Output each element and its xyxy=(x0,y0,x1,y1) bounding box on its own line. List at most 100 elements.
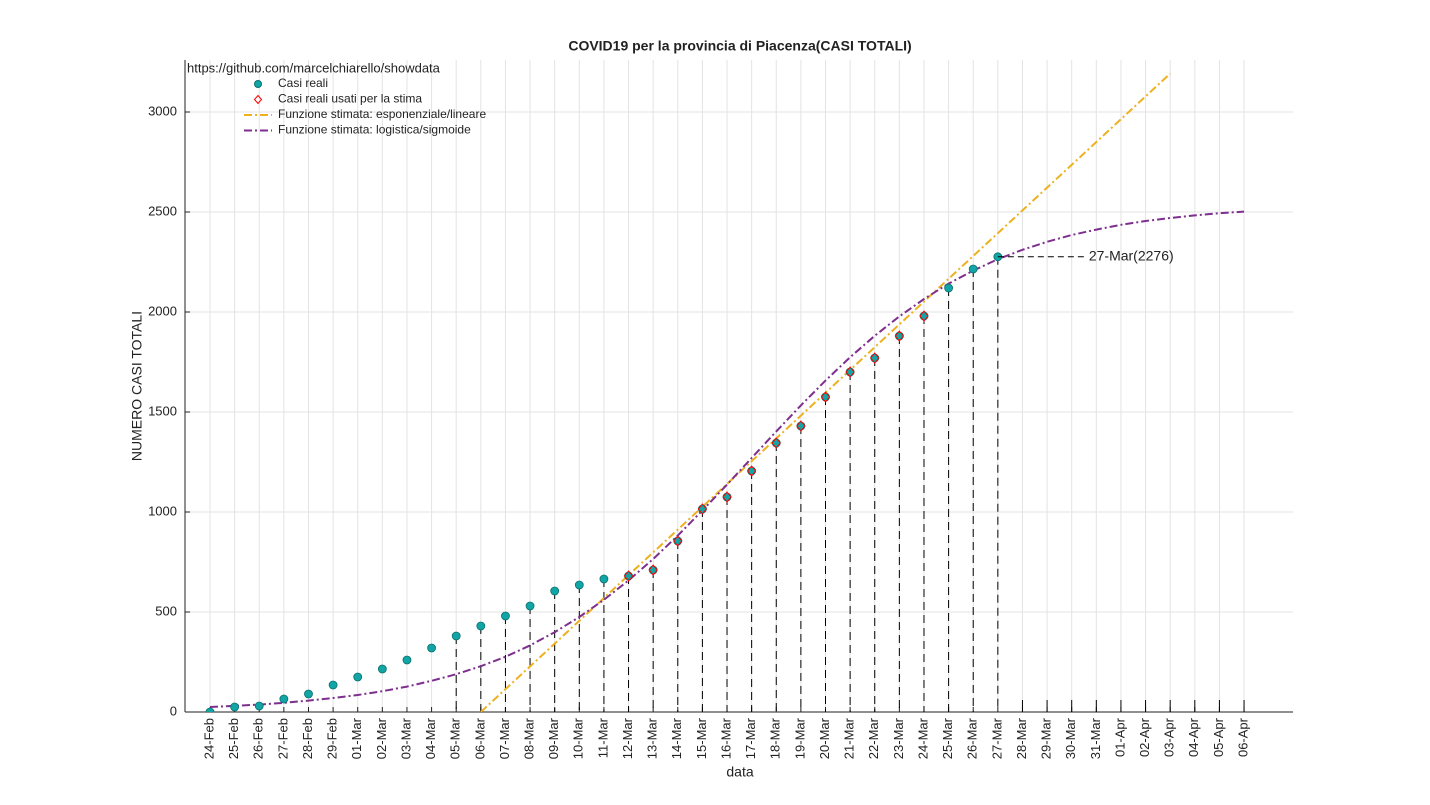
y-tick-label: 1500 xyxy=(148,403,177,418)
point xyxy=(722,492,732,502)
point xyxy=(402,655,412,665)
x-tick-label: 25-Mar xyxy=(940,717,955,759)
point xyxy=(698,504,707,514)
y-tick-label: 1000 xyxy=(148,503,177,518)
x-tick-label: 14-Mar xyxy=(669,717,684,759)
x-tick-label: 13-Mar xyxy=(645,717,660,759)
x-tick-label: 22-Mar xyxy=(866,717,881,759)
point xyxy=(304,689,313,699)
x-tick-label: 19-Mar xyxy=(792,717,807,759)
x-tick-label: 04-Mar xyxy=(423,717,438,759)
x-tick-label: 26-Mar xyxy=(965,717,980,759)
x-tick-label: 30-Mar xyxy=(1063,717,1078,759)
x-tick-label: 05-Mar xyxy=(448,717,463,759)
point xyxy=(747,466,757,476)
chart-title: COVID19 per la provincia di Piacenza(CAS… xyxy=(568,38,911,54)
point xyxy=(796,420,806,432)
legend-label: Funzione stimata: logistica/sigmoide xyxy=(278,123,471,137)
x-tick-label: 10-Mar xyxy=(571,717,586,759)
x-tick-label: 17-Mar xyxy=(743,717,758,759)
point xyxy=(599,574,609,584)
point xyxy=(673,535,683,547)
x-tick-label: 29-Mar xyxy=(1039,717,1054,759)
point xyxy=(894,331,904,341)
x-tick-label: 20-Mar xyxy=(817,717,832,759)
point xyxy=(254,701,264,711)
point xyxy=(427,643,436,653)
x-tick-label: 07-Mar xyxy=(497,717,512,759)
x-tick-label: 04-Apr xyxy=(1186,717,1201,757)
point xyxy=(353,672,363,682)
point xyxy=(230,702,240,712)
point xyxy=(919,310,929,322)
point xyxy=(919,311,929,321)
annotation: 27-Mar(2276) xyxy=(1089,248,1174,264)
point xyxy=(894,330,905,342)
x-tick-label: 24-Mar xyxy=(915,717,930,759)
x-tick-label: 15-Mar xyxy=(694,717,709,759)
x-tick-label: 27-Feb xyxy=(275,718,290,759)
point xyxy=(968,264,978,274)
point xyxy=(821,392,830,402)
x-tick-label: 06-Mar xyxy=(472,717,487,759)
point xyxy=(870,352,880,364)
source: https://github.com/marcelchiarello/showd… xyxy=(187,60,441,75)
x-tick-label: 16-Mar xyxy=(718,717,733,759)
x-tick-label: 11-Mar xyxy=(595,717,610,758)
x-tick-label: 06-Apr xyxy=(1235,717,1250,757)
point xyxy=(771,438,781,448)
legend-label: Casi reali xyxy=(278,76,328,90)
plot-area xyxy=(205,72,1245,712)
y-tick-label: 0 xyxy=(170,703,177,718)
legend-label: Funzione stimata: esponenziale/lineare xyxy=(278,107,486,121)
x-tick-label: 08-Mar xyxy=(521,717,536,759)
point xyxy=(845,367,855,377)
x-tick-label: 31-Mar xyxy=(1088,717,1103,759)
point xyxy=(648,564,658,576)
x-tick-label: 24-Feb xyxy=(201,718,216,759)
x-tick-label: 09-Mar xyxy=(546,717,561,759)
point xyxy=(328,680,338,690)
y-axis-label: NUMERO CASI TOTALI xyxy=(129,311,145,461)
x-tick-label: 02-Apr xyxy=(1137,717,1152,757)
point xyxy=(722,491,732,503)
x-tick-label: 03-Mar xyxy=(398,717,413,759)
point xyxy=(697,503,708,515)
legend-label: Casi reali usati per la stima xyxy=(278,92,422,106)
point xyxy=(870,353,880,363)
y-tick-label: 2000 xyxy=(148,303,177,318)
point xyxy=(525,601,535,611)
x-tick-label: 23-Mar xyxy=(891,717,906,759)
point xyxy=(205,707,215,712)
x-tick-label: 02-Mar xyxy=(374,717,389,759)
x-tick-label: 18-Mar xyxy=(768,717,783,759)
point xyxy=(624,571,633,581)
x-tick-label: 03-Apr xyxy=(1162,717,1177,757)
x-tick-label: 05-Apr xyxy=(1211,717,1226,757)
y-tick-label: 500 xyxy=(155,603,177,618)
y-tick-label: 2500 xyxy=(148,203,177,218)
point xyxy=(673,536,683,546)
x-tick-label: 12-Mar xyxy=(620,717,635,759)
x-tick-label: 28-Feb xyxy=(300,718,315,759)
point xyxy=(550,586,560,596)
x-tick-label: 01-Mar xyxy=(349,717,364,759)
y-tick-label: 3000 xyxy=(148,103,177,118)
legend-swatch xyxy=(254,80,262,88)
x-tick-label: 28-Mar xyxy=(1014,717,1029,759)
x-tick-label: 25-Feb xyxy=(226,718,241,759)
point xyxy=(746,465,757,477)
point xyxy=(648,565,658,575)
x-tick-label: 21-Mar xyxy=(842,717,857,759)
x-axis-label: data xyxy=(726,764,753,780)
point xyxy=(820,391,831,403)
x-tick-label: 26-Feb xyxy=(251,718,266,759)
point xyxy=(845,366,855,378)
x-tick-label: 29-Feb xyxy=(325,718,340,759)
point xyxy=(771,437,781,449)
point xyxy=(476,621,486,631)
x-tick-label: 27-Mar xyxy=(989,717,1004,759)
point xyxy=(796,421,806,431)
